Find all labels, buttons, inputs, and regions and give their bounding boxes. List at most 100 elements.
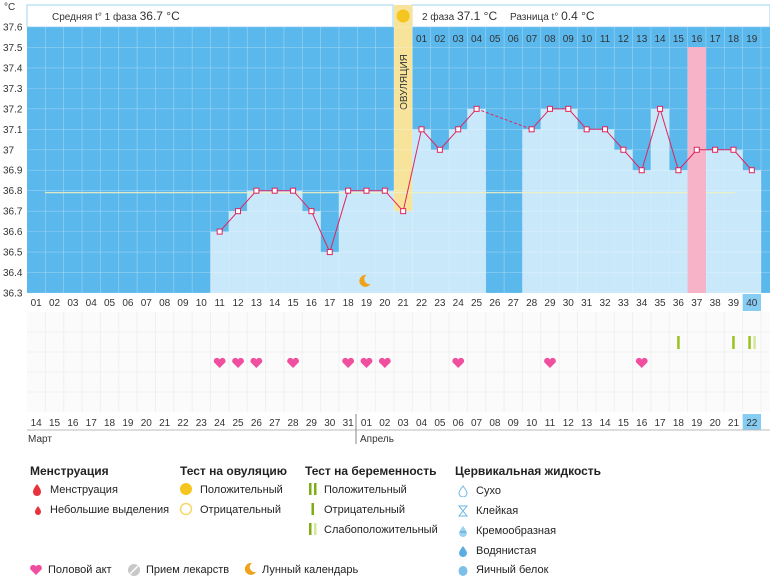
temp-point[interactable] [620,146,627,153]
ovulation-positive-icon [180,483,192,495]
temp-point[interactable] [638,167,645,174]
small-drop-icon [35,506,41,515]
ovulation-negative-icon [179,502,193,516]
y-tick-label: 37.1 [3,125,23,136]
temp-point[interactable] [565,105,572,112]
legend-lunar: Лунный календарь [262,564,359,576]
legend-sticky: Клейкая [476,505,519,517]
temp-point[interactable] [528,126,535,133]
temp-point[interactable] [253,187,260,194]
cycle-day-label: 21 [398,298,410,309]
temp-point[interactable] [675,167,682,174]
cycle-day-label: 33 [618,298,630,309]
svg-text:2 фаза 37.1 °C: 2 фаза 37.1 °C [422,9,497,23]
temp-point[interactable] [381,187,388,194]
legend-pregnancy-title: Тест на беременность [305,464,437,478]
temp-point[interactable] [436,146,443,153]
date-label: 18 [104,418,116,429]
temp-point[interactable] [712,146,719,153]
heart-icon[interactable] [250,357,263,368]
temp-point[interactable] [657,105,664,112]
heart-icon[interactable] [452,357,465,368]
notes-area [27,312,770,412]
heart-icon[interactable] [232,357,244,368]
test-negative-mark[interactable] [732,336,735,349]
temp-point[interactable] [271,187,278,194]
heart-icon[interactable] [342,357,355,368]
temp-bar [577,129,596,293]
temp-bar [247,190,266,293]
date-label: 04 [416,418,428,429]
heart-icon[interactable] [287,357,299,368]
blood-drop-icon [33,484,41,496]
temp-bar [705,149,725,293]
diff-value: 0.4 °C [561,9,595,23]
date-label: 07 [471,418,483,429]
cycle-day-label: 28 [526,298,538,309]
heart-icon[interactable] [378,357,391,368]
highlight-day-column [687,47,706,293]
heart-icon[interactable] [635,357,648,368]
test-weak-mark[interactable] [748,336,751,349]
cycle-day-label: 19 [361,298,373,309]
temp-point[interactable] [345,187,352,194]
temp-point[interactable] [602,126,609,133]
temp-bar [467,108,486,293]
y-tick-label: 36.8 [3,186,23,197]
cycle-day-label: 11 [214,298,225,309]
current-day-cell[interactable] [742,294,761,311]
temp-point[interactable] [473,105,480,112]
temp-point[interactable] [290,187,297,194]
temp-point[interactable] [216,228,223,235]
temp-point[interactable] [583,126,590,133]
temp-point[interactable] [235,208,242,215]
temp-point[interactable] [730,146,737,153]
test-negative-icon [311,503,314,515]
phase2-day-label: 02 [434,34,446,45]
test-weak-mark[interactable] [753,336,756,349]
temp-point[interactable] [363,187,370,194]
legend-watery: Водянистая [476,545,537,557]
temp-point[interactable] [418,126,425,133]
temp-point[interactable] [308,208,315,215]
temp-point[interactable] [693,146,700,153]
temp-point[interactable] [546,105,553,112]
y-tick-label: 36.6 [3,227,23,238]
legend-cervical-title: Цервикальная жидкость [455,464,602,478]
legend-spotting: Небольшие выделения [50,504,170,516]
cycle-day-label: 25 [471,298,483,309]
phase2-day-label: 13 [636,34,648,45]
ovulation-label: ОВУЛЯЦИЯ [399,54,410,110]
temp-line-segment [457,108,477,130]
date-label: 06 [453,418,465,429]
temp-point[interactable] [455,126,462,133]
current-date-cell[interactable] [742,414,761,430]
date-label: 27 [269,418,281,429]
legend-ovu-negative: Отрицательный [200,504,281,516]
date-label: 16 [67,418,79,429]
sticky-icon [458,505,468,517]
legend-menstruation: Менструация [50,484,118,496]
dry-icon [458,485,468,497]
heart-icon[interactable] [213,357,226,368]
temp-point[interactable] [748,167,755,174]
cycle-day-label: 01 [31,298,43,309]
cycle-day-label: 07 [141,298,153,309]
cycle-day-label: 34 [636,298,648,309]
heart-icon[interactable] [360,357,373,368]
temp-line-segment [421,128,441,151]
date-label: 08 [489,418,501,429]
temp-point[interactable] [326,249,333,256]
date-label: 13 [581,418,593,429]
test-negative-mark[interactable] [677,336,680,349]
temp-bar [595,129,615,293]
temp-bar [210,231,229,293]
temp-point[interactable] [400,208,407,215]
date-label: 17 [86,418,98,429]
svg-text:Средняя t° 1 фаза 36.7 °C: Средняя t° 1 фаза 36.7 °C [52,9,180,23]
legend-ovulation-title: Тест на овуляцию [180,464,287,478]
temp-bar [302,211,321,293]
cycle-day-label: 20 [379,298,391,309]
heart-icon[interactable] [544,357,556,368]
egg-white-icon [458,566,468,576]
